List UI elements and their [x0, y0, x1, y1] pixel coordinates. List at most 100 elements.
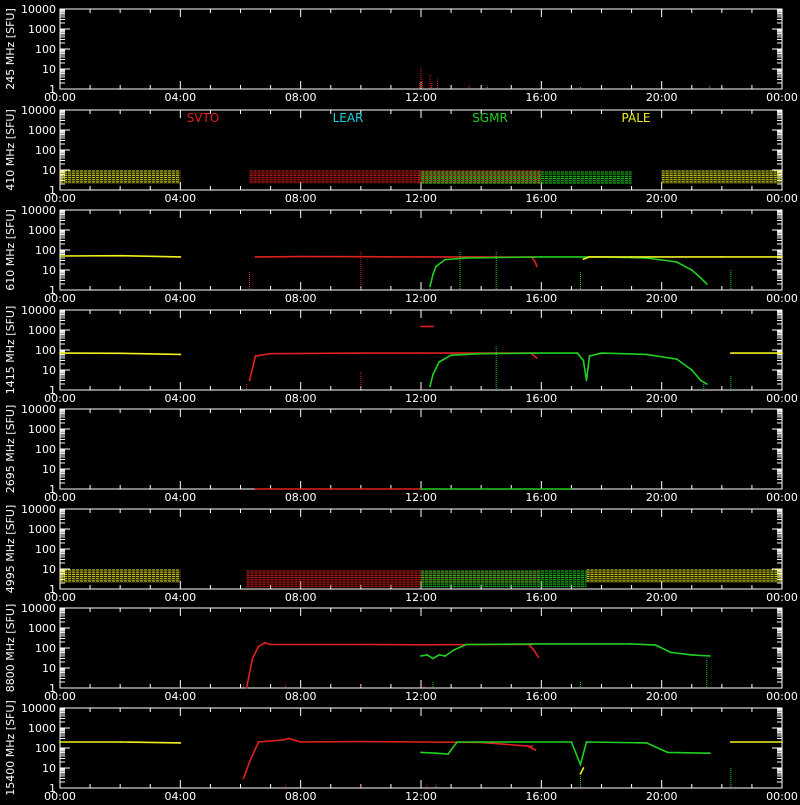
data-point [691, 369, 693, 371]
x-tick-label: 12:00 [405, 790, 437, 800]
data-point [781, 741, 783, 743]
data-point [571, 488, 573, 490]
data-point [589, 256, 591, 258]
x-tick-label: 16:00 [525, 192, 557, 205]
x-tick-label: 20:00 [646, 491, 678, 504]
data-point [667, 752, 669, 754]
legend-lear: LEAR [333, 111, 364, 125]
y-tick-label: 10000 [21, 104, 56, 117]
data-point [59, 352, 61, 354]
y-tick-label: 1000 [28, 523, 56, 536]
data-point [536, 266, 538, 268]
data-point [282, 739, 284, 741]
y-tick-label: 10 [42, 563, 56, 576]
x-tick-label: 00:00 [766, 292, 798, 305]
data-point [583, 360, 585, 362]
data-point [480, 741, 482, 743]
y-tick-label: 1000 [28, 423, 56, 436]
x-tick-label: 00:00 [766, 91, 798, 104]
data-point [243, 778, 245, 780]
series-pale [730, 352, 783, 354]
x-tick-label: 08:00 [285, 591, 317, 604]
y-tick-label: 10000 [21, 602, 56, 615]
data-point [179, 256, 181, 258]
data-point [258, 741, 260, 743]
data-point [429, 386, 431, 388]
data-point [700, 277, 702, 279]
data-point [528, 746, 530, 748]
data-point [577, 352, 579, 354]
y-tick-label: 1000 [28, 622, 56, 635]
x-tick-label: 16:00 [525, 790, 557, 800]
x-tick-label: 00:00 [766, 790, 798, 800]
data-point [646, 354, 648, 356]
data-point [670, 652, 672, 654]
data-point [435, 266, 437, 268]
y-axis-label: 1415 MHz [SFU] [4, 306, 17, 394]
data-point [580, 764, 582, 766]
series-svto [420, 326, 434, 328]
legend-pale: PALE [622, 111, 651, 125]
x-tick-label: 00:00 [766, 192, 798, 205]
data-point [706, 283, 708, 285]
x-tick-label: 04:00 [164, 91, 196, 104]
data-point [249, 380, 251, 382]
data-point [730, 352, 732, 354]
x-tick-label: 04:00 [164, 292, 196, 305]
data-point [721, 256, 723, 258]
data-point [444, 259, 446, 261]
x-tick-label: 00:00 [44, 790, 76, 800]
y-tick-label: 100 [35, 742, 56, 755]
x-tick-label: 08:00 [285, 392, 317, 405]
y-tick-label: 100 [35, 443, 56, 456]
data-point [700, 380, 702, 382]
data-point [432, 658, 434, 660]
y-axis-label: 8800 MHz [SFU] [4, 604, 17, 692]
x-tick-label: 16:00 [525, 591, 557, 604]
x-tick-label: 04:00 [164, 491, 196, 504]
data-point [246, 687, 248, 689]
x-tick-label: 08:00 [285, 690, 317, 703]
x-tick-label: 20:00 [646, 292, 678, 305]
data-point [432, 274, 434, 276]
x-tick-label: 08:00 [285, 192, 317, 205]
y-tick-label: 10 [42, 662, 56, 675]
x-tick-label: 20:00 [646, 790, 678, 800]
y-tick-label: 10000 [21, 3, 56, 16]
x-tick-label: 04:00 [164, 392, 196, 405]
data-point [465, 644, 467, 646]
data-point [360, 352, 362, 354]
y-axis-label: 2695 MHz [SFU] [4, 405, 17, 493]
data-point [465, 257, 467, 259]
data-point [583, 767, 585, 769]
x-tick-label: 16:00 [525, 292, 557, 305]
data-point [179, 354, 181, 356]
x-tick-label: 20:00 [646, 91, 678, 104]
x-tick-label: 00:00 [766, 591, 798, 604]
data-point [589, 355, 591, 357]
data-point [300, 256, 302, 258]
y-tick-label: 10 [42, 63, 56, 76]
x-tick-label: 12:00 [405, 192, 437, 205]
x-tick-label: 12:00 [405, 491, 437, 504]
data-point [59, 741, 61, 743]
y-tick-label: 10 [42, 364, 56, 377]
x-tick-label: 08:00 [285, 491, 317, 504]
y-tick-label: 1000 [28, 224, 56, 237]
data-point [536, 357, 538, 359]
y-tick-label: 100 [35, 244, 56, 257]
data-point [781, 256, 783, 258]
data-point [534, 261, 536, 263]
data-point [179, 742, 181, 744]
x-tick-label: 04:00 [164, 591, 196, 604]
y-tick-label: 100 [35, 344, 56, 357]
y-tick-label: 1000 [28, 23, 56, 36]
data-point [252, 658, 254, 660]
y-tick-label: 10 [42, 264, 56, 277]
y-axis-label: 610 MHz [SFU] [4, 209, 17, 290]
data-point [420, 644, 422, 646]
y-tick-label: 100 [35, 144, 56, 157]
data-point [540, 352, 542, 354]
